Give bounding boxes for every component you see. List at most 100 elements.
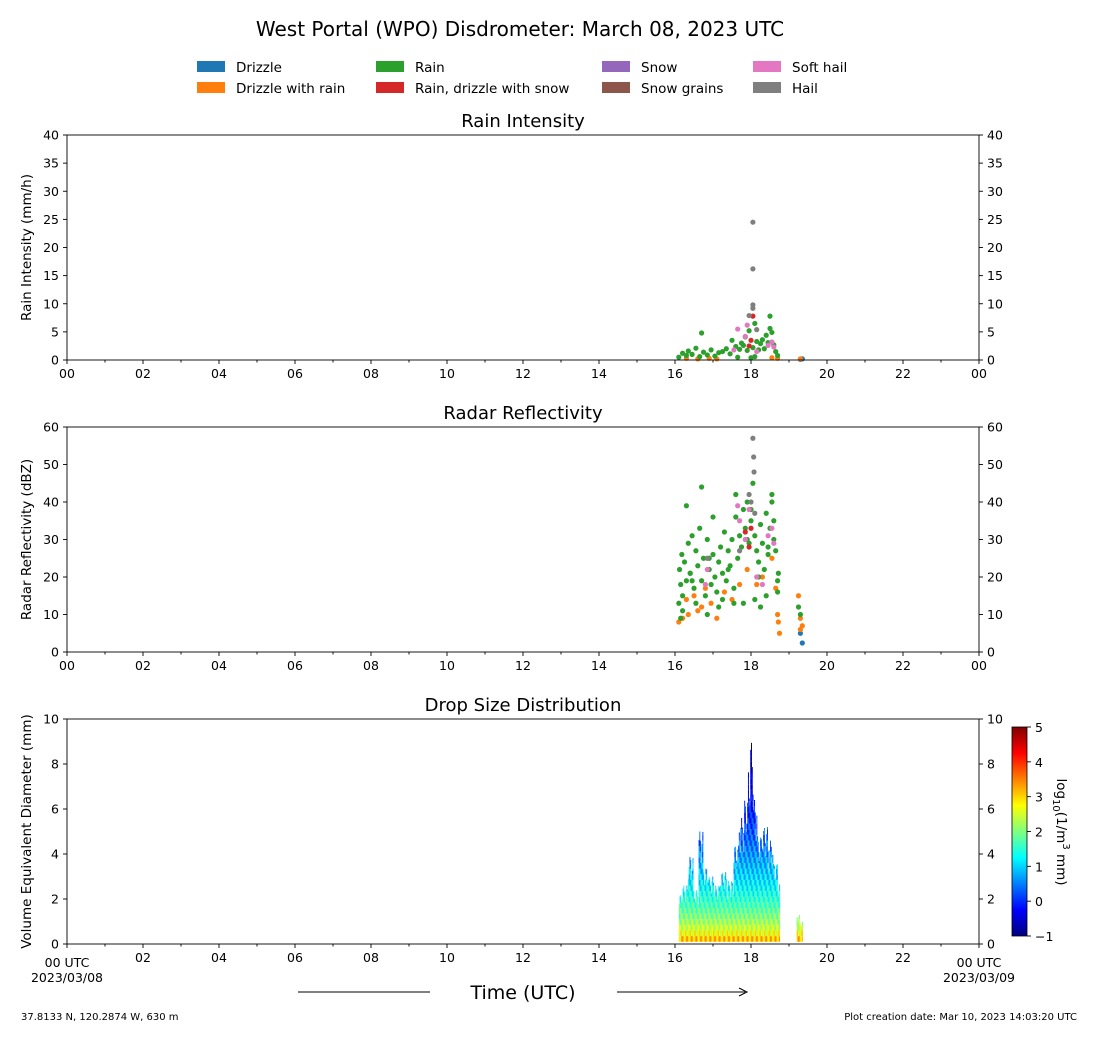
dsd-cell [744,936,746,942]
dsd-cell [753,818,755,824]
dsd-cell [687,930,689,937]
dsd-cell [801,925,803,931]
data-point [761,566,767,573]
dsd-cell [728,919,730,925]
dsd-cell [704,902,706,908]
dsd-cell [735,924,737,931]
dsd-cell [744,902,746,908]
dsd-cell [769,850,771,852]
dsd-cell [690,885,692,892]
dsd-cell [718,930,720,937]
dsd-cell [694,901,696,903]
dsd-cell [771,936,773,942]
dsd-cell [770,879,772,886]
dsd-cell [768,885,770,892]
legend-swatch [753,61,781,72]
dsd-cell [689,913,691,920]
dsd-cell [766,874,768,880]
dsd-cell [702,879,704,886]
dsd-cell [714,913,716,920]
dsd-cell [700,885,702,892]
x-tick-label: 02 [135,950,151,965]
dsd-cell [759,874,761,880]
dsd-cell [755,857,757,863]
dsd-cell [724,913,726,920]
dsd-cell [702,834,704,841]
data-point [704,611,710,618]
x-tick-label: 00 [971,658,987,673]
data-point [676,600,682,606]
dsd-cell [734,863,736,869]
dsd-cell [722,919,724,925]
dsd-cell [687,891,689,897]
dsd-cell [747,840,749,847]
dsd-cell [741,919,743,925]
dsd-cell [680,896,682,903]
dsd-cell [751,773,752,779]
dsd-cell [730,930,732,937]
dsd-cell [747,829,749,835]
dsd-cell [764,843,766,847]
dsd-cell [707,919,709,925]
dsd-cell [707,908,709,914]
dsd-cell [749,908,751,914]
dsd-cell [718,913,720,920]
dsd-cell [751,913,752,920]
dsd-cell [733,863,735,869]
dsd-cell [718,886,720,892]
dsd-cell [704,908,706,914]
x-tick-label: 14 [591,366,607,381]
data-point [725,566,731,573]
data-point [751,454,757,460]
dsd-cell [734,908,736,914]
dsd-cell [721,874,723,880]
dsd-cell [690,874,692,880]
dsd-cell [752,936,754,942]
dsd-cell [737,885,739,892]
data-point [699,578,705,584]
dsd-cell [757,874,759,880]
dsd-cell [766,908,768,914]
dsd-cell [728,924,730,931]
dsd-cell [747,902,749,908]
dsd-cell [730,896,732,903]
dsd-cell [741,818,743,824]
plot-area [678,742,803,942]
dsd-cell [700,930,702,937]
dsd-cell [756,913,758,920]
dsd-cell [744,868,746,875]
dsd-cell [761,919,763,925]
dsd-cell [776,896,778,903]
dsd-cell [744,908,746,914]
dsd-cell [764,919,766,925]
dsd-cell [735,930,737,937]
dsd-cell [684,913,686,920]
dsd-cell [710,893,712,897]
dsd-cell [760,863,762,869]
data-point [771,536,777,543]
dsd-cell [689,896,691,903]
dsd-cell [757,924,759,931]
dsd-cell [741,874,743,880]
dsd-cell [766,930,768,937]
dsd-cell [772,919,774,925]
dsd-cell [764,885,766,892]
dsd-cell [742,902,744,908]
dsd-cell [747,818,749,824]
dsd-cell [704,879,706,886]
dsd-cell [759,863,761,869]
dsd-cell [798,936,800,942]
dsd-cell [764,851,766,858]
data-point [683,596,690,603]
dsd-cell [747,930,749,937]
dsd-cell [720,930,722,937]
dsd-cell [713,908,714,914]
dsd-cell [728,885,730,892]
dsd-cell [732,896,734,903]
y-tick-label: 5 [51,324,59,339]
dsd-cell [700,863,702,869]
dsd-cell [747,902,749,908]
dsd-cell [801,936,803,942]
dsd-cell [701,924,703,931]
dsd-cell [697,919,699,925]
